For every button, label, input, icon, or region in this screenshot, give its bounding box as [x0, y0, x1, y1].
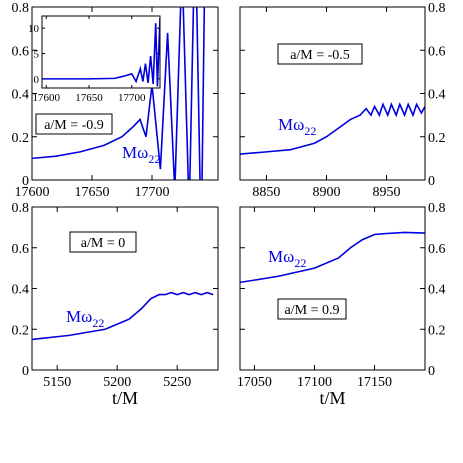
curve	[240, 102, 425, 155]
y-tick-label: 0.4	[12, 88, 30, 103]
y-tick-label: 0	[22, 174, 29, 189]
panel: 8850 8900 8950 0 0.2 0.4 0.6 0.8 a/M = -0.5 Mω22	[239, 1, 446, 200]
y-tick-label: 0	[428, 174, 435, 189]
x-tick-label: 17700	[118, 92, 146, 104]
curve	[42, 17, 160, 87]
annotation-box	[35, 113, 113, 135]
curve-label-sub: 22	[304, 124, 316, 138]
y-tick-label: 0.6	[12, 242, 30, 257]
x-tick-label: 17600	[15, 185, 50, 200]
x-tick-label: 5150	[43, 375, 71, 390]
y-tick-label: 5	[34, 49, 40, 61]
x-tick-label: 8850	[252, 185, 280, 200]
curve-label-sub: 22	[92, 316, 104, 330]
frame	[239, 6, 426, 181]
x-tick-label: 17650	[75, 92, 103, 104]
y-tick-label: 10	[28, 23, 40, 35]
y-tick-label: 0.6	[428, 44, 446, 59]
x-tick-label: 17600	[33, 92, 61, 104]
annotation: a/M = 0	[81, 236, 125, 251]
curve-label: Mω22	[66, 307, 104, 330]
frame	[41, 15, 161, 89]
y-tick-label: 0.8	[428, 1, 446, 16]
y-tick-label: 0.2	[12, 323, 30, 338]
x-tick-label: 17100	[297, 375, 332, 390]
y-tick-label: 0	[22, 364, 29, 379]
x-tick-label: 8950	[373, 185, 401, 200]
frame	[239, 206, 426, 371]
curve-label-main: Mω	[268, 247, 294, 266]
x-tick-label: 17700	[135, 185, 170, 200]
curve-label: Mω22	[278, 115, 316, 138]
frame	[31, 206, 219, 371]
curve-label-main: Mω	[278, 115, 304, 134]
panel: 17600 17650 17700 0 0.2 0.4 0.6 0.8 a/M = -0.9 Mω…	[12, 1, 219, 200]
inset-background	[42, 16, 160, 88]
y-tick-label: 0.4	[12, 283, 30, 298]
curve	[240, 231, 425, 284]
curve-label-sub: 22	[294, 256, 306, 270]
annotation: a/M = -0.5	[290, 48, 350, 63]
annotation-box	[69, 231, 137, 253]
y-tick-label: 0.2	[428, 131, 446, 146]
y-tick-label: 0	[34, 74, 40, 86]
y-tick-label: 0.8	[12, 1, 30, 16]
annotation: a/M = -0.9	[44, 118, 104, 133]
curve-label: Mω22	[122, 143, 160, 166]
panel: 5150 5200 5250 0 0.2 0.4 0.6 0.8 a/M = 0 Mω22 t/M	[12, 201, 219, 408]
x-tick-label: 17150	[357, 375, 392, 390]
annotation: a/M = 0.9	[285, 303, 340, 318]
curve	[32, 291, 214, 341]
annotation-box	[277, 298, 347, 320]
curve-label-main: Mω	[66, 307, 92, 326]
x-tick-label: 5250	[163, 375, 191, 390]
y-tick-label: 0.2	[12, 131, 30, 146]
curve-label: Mω22	[268, 247, 306, 270]
annotation-box	[277, 43, 363, 65]
x-axis-label: t/M	[319, 388, 345, 408]
curve-label-sub: 22	[148, 152, 160, 166]
x-axis-label: t/M	[112, 388, 138, 408]
y-tick-label: 0.4	[428, 88, 446, 103]
frame	[31, 6, 219, 181]
x-tick-label: 8900	[312, 185, 340, 200]
x-tick-label: 17650	[75, 185, 110, 200]
panel: 17050 17100 17150 0 0.2 0.4 0.6 0.8 a/M = 0.9 Mω2…	[237, 201, 446, 408]
curve-label-main: Mω	[122, 143, 148, 162]
y-tick-label: 0	[428, 364, 435, 379]
y-tick-label: 0.6	[12, 44, 30, 59]
y-tick-label: 0.6	[428, 242, 446, 257]
y-tick-label: 0.2	[428, 323, 446, 338]
y-tick-label: 0.8	[12, 201, 30, 216]
inset: 17600 17650 17700 0 5 10	[28, 15, 161, 104]
x-tick-label: 5200	[103, 375, 131, 390]
y-tick-label: 0.8	[428, 201, 446, 216]
y-tick-label: 0.4	[428, 283, 446, 298]
x-tick-label: 17050	[237, 375, 272, 390]
